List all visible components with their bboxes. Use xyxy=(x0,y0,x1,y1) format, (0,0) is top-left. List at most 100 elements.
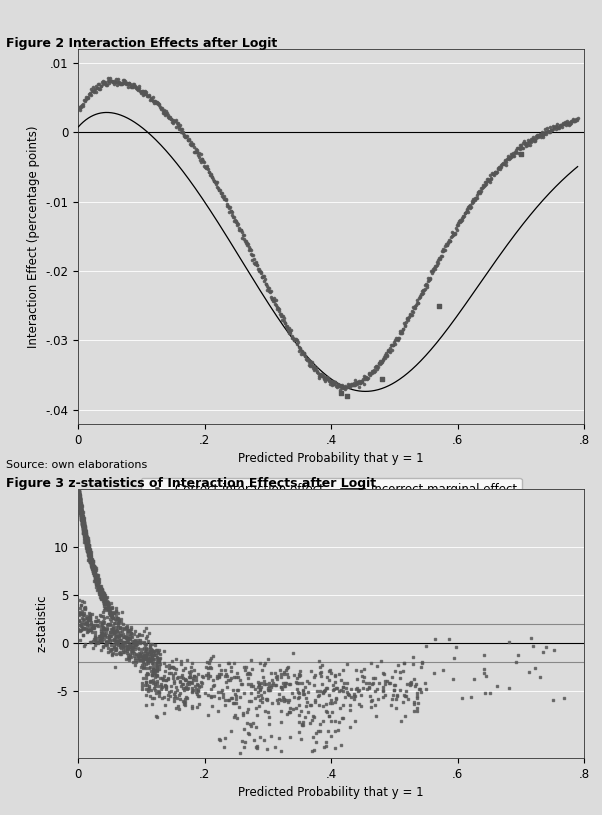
Point xyxy=(98,641,108,654)
Point xyxy=(117,624,127,637)
Point xyxy=(78,521,88,534)
Point xyxy=(75,491,84,504)
Point xyxy=(95,615,104,628)
Point xyxy=(76,500,86,513)
Point xyxy=(87,82,96,95)
Point xyxy=(192,143,202,156)
Point xyxy=(149,652,158,665)
Point xyxy=(107,597,116,610)
Point xyxy=(329,683,339,696)
Point xyxy=(159,706,169,719)
Point xyxy=(154,689,164,703)
Point xyxy=(128,80,137,93)
Point xyxy=(90,82,100,95)
Point xyxy=(248,679,258,692)
Point xyxy=(150,679,160,692)
Point xyxy=(81,528,90,541)
Point xyxy=(96,619,106,632)
Point xyxy=(97,586,107,599)
Point xyxy=(74,487,84,500)
Point xyxy=(136,85,146,98)
Point xyxy=(80,526,90,539)
Point xyxy=(75,498,85,511)
Point xyxy=(85,552,95,565)
Point xyxy=(557,118,566,131)
Point xyxy=(91,572,101,585)
Point xyxy=(259,734,269,747)
Point xyxy=(276,664,285,677)
Point xyxy=(76,496,85,509)
Point xyxy=(80,531,90,544)
Point xyxy=(338,681,348,694)
Point xyxy=(527,134,537,147)
Point xyxy=(162,106,172,119)
Point xyxy=(130,625,140,638)
Point xyxy=(305,716,314,729)
Point xyxy=(129,77,138,90)
Point xyxy=(123,633,133,646)
Point xyxy=(84,611,94,624)
Point xyxy=(432,258,442,271)
Point xyxy=(321,736,330,749)
Point xyxy=(250,256,260,269)
Point xyxy=(498,156,507,170)
Point xyxy=(253,675,263,688)
Point xyxy=(479,178,488,192)
Point xyxy=(330,693,340,706)
Point xyxy=(285,731,295,744)
Point xyxy=(75,496,84,509)
Point xyxy=(439,244,449,257)
Point xyxy=(101,636,111,649)
Point xyxy=(74,606,84,619)
Point xyxy=(89,562,99,575)
Point xyxy=(450,227,460,240)
Point xyxy=(217,683,226,696)
Point xyxy=(496,159,506,172)
Point xyxy=(469,672,479,685)
Point xyxy=(82,536,92,549)
Point xyxy=(262,284,272,297)
Point xyxy=(417,284,427,297)
Point xyxy=(81,93,90,106)
Point xyxy=(91,568,101,581)
Point xyxy=(167,654,177,667)
Point xyxy=(98,640,108,653)
Point xyxy=(78,518,88,531)
Point xyxy=(138,650,148,663)
Point xyxy=(445,235,455,248)
Point xyxy=(85,552,95,565)
Point xyxy=(74,492,84,505)
Point xyxy=(81,530,91,543)
Point xyxy=(412,689,422,703)
Point xyxy=(79,518,88,531)
Point xyxy=(311,696,320,709)
Point xyxy=(102,597,112,610)
Point xyxy=(209,678,219,691)
Point xyxy=(321,372,331,385)
Point xyxy=(102,598,112,611)
Point xyxy=(542,121,552,134)
Point xyxy=(431,259,441,272)
Point xyxy=(137,651,147,664)
Point xyxy=(320,374,330,387)
Point xyxy=(521,139,531,152)
Point xyxy=(73,623,83,636)
Point xyxy=(452,640,461,653)
Point xyxy=(131,653,140,666)
Point xyxy=(454,214,464,227)
Point xyxy=(412,692,422,705)
Point xyxy=(536,127,545,140)
Point xyxy=(520,137,529,150)
Point xyxy=(391,334,400,347)
Point xyxy=(111,648,121,661)
Point xyxy=(479,667,488,680)
Point xyxy=(300,350,310,363)
Point xyxy=(101,629,110,642)
Point xyxy=(509,149,519,162)
Point xyxy=(148,661,158,674)
Point xyxy=(305,355,315,368)
Point xyxy=(193,146,202,159)
Point xyxy=(219,690,228,703)
Point xyxy=(185,134,194,147)
Point xyxy=(74,496,84,509)
